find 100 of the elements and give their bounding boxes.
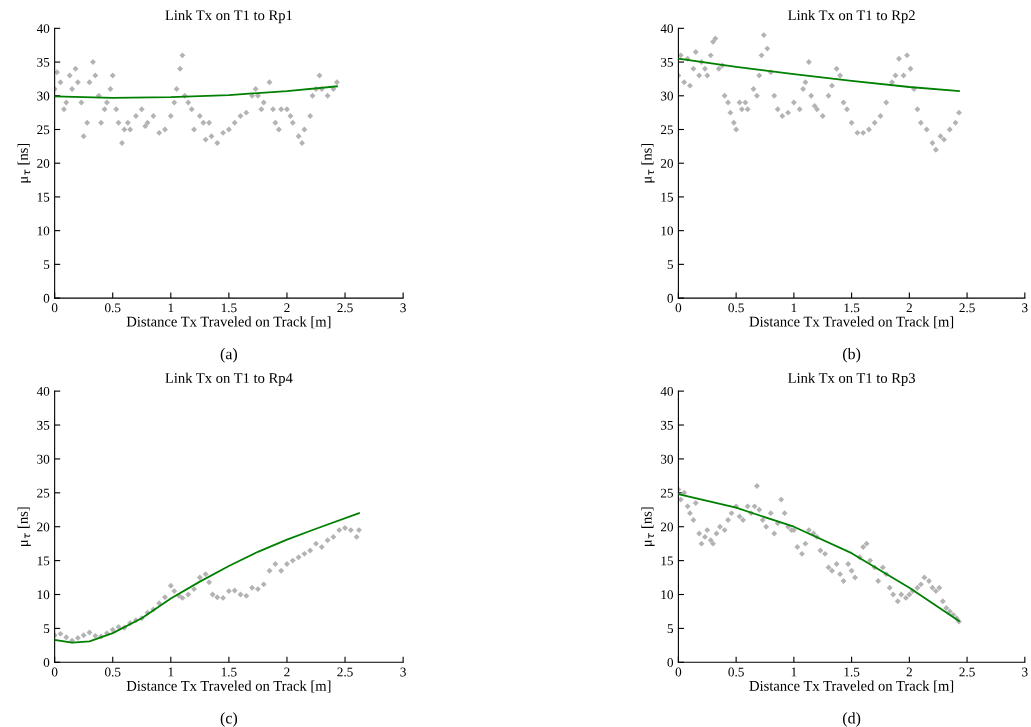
x-tick-label: 1.5 (221, 303, 237, 313)
y-tick-label: 5 (43, 260, 50, 270)
x-tick-label: 0.5 (104, 667, 121, 677)
x-tick-label: 2.5 (959, 667, 975, 677)
point (295, 554, 302, 561)
point (162, 594, 168, 601)
point (167, 582, 174, 589)
point (209, 591, 216, 598)
point (347, 527, 354, 534)
y-tick-label: 35 (660, 420, 674, 430)
y-tick-label: 0 (43, 293, 50, 303)
point (307, 547, 314, 554)
x-axis-title: Distance Tx Traveled on Track [m] (126, 316, 331, 329)
point (214, 594, 221, 601)
x-tick-label: 1 (168, 303, 174, 313)
chart-title: Link Tx on T1 to Rp3 (788, 372, 915, 386)
x-tick-label: 1.5 (844, 303, 860, 313)
y-tick-label: 10 (37, 590, 50, 600)
y-tick-label: 0 (667, 293, 674, 303)
y-tick-label: 20 (37, 159, 50, 168)
y-tick-label: 0 (43, 658, 50, 667)
x-axis-title: Distance Tx Traveled on Track [m] (749, 316, 954, 329)
point (356, 527, 362, 534)
text: (a) (220, 348, 238, 363)
y-axis-title: μ$_{τ}$ [ns] (641, 507, 655, 546)
point (80, 632, 87, 639)
y-tick-label: 25 (660, 125, 674, 135)
point (336, 527, 343, 534)
x-axis-title: Distance Tx Traveled on Track [m] (749, 680, 954, 693)
point (231, 587, 238, 594)
chart-title: Link Tx on T1 to Rp2 (788, 9, 915, 24)
y-tick-label: 0 (667, 658, 674, 667)
x-tick-label: 3 (1022, 303, 1028, 313)
y-tick-label: 40 (660, 24, 674, 34)
point (318, 544, 325, 550)
y-axis-title: μ$_{τ}$ [ns] (17, 143, 31, 183)
chart-title: Link Tx on T1 to Rp4 (165, 372, 293, 386)
x-tick-label: 0.5 (728, 667, 744, 677)
point (278, 567, 285, 574)
x-tick-label: 2.5 (959, 303, 975, 313)
y-axis-title: μ$_{τ}$ [ns] (17, 507, 31, 546)
y-tick-label: 20 (660, 159, 674, 168)
y-tick-label: 35 (37, 57, 50, 67)
point (249, 584, 256, 591)
x-tick-label: 0 (51, 303, 58, 313)
point (353, 533, 360, 540)
y-tick-label: 15 (37, 556, 50, 566)
y-tick-label: 30 (37, 91, 50, 101)
text: (d) (843, 712, 861, 727)
y-tick-label: 25 (37, 125, 50, 135)
point (185, 591, 192, 598)
x-tick-label: 2 (284, 667, 290, 677)
point (266, 567, 273, 574)
x-tick-label: 2 (284, 303, 290, 313)
y-tick-label: 10 (661, 590, 674, 600)
x-tick-label: 2 (906, 303, 912, 313)
x-tick-label: 0.5 (104, 303, 121, 313)
point (272, 561, 279, 567)
y-tick-label: 30 (37, 454, 50, 464)
point (301, 550, 308, 557)
y-tick-label: 40 (36, 386, 50, 396)
point (92, 632, 99, 639)
y-tick-label: 15 (661, 192, 674, 202)
x-tick-label: 2 (906, 667, 912, 677)
y-tick-label: 40 (36, 24, 50, 34)
y-tick-label: 25 (660, 488, 674, 498)
y-tick-label: 15 (37, 192, 50, 202)
x-tick-label: 2.5 (337, 303, 353, 313)
y-axis-title: μ$_{τ}$ [ns] (641, 143, 655, 183)
x-tick-label: 3 (400, 667, 406, 677)
point (206, 579, 213, 586)
y-tick-label: 20 (660, 522, 674, 532)
y-tick-label: 30 (660, 454, 674, 464)
point (171, 588, 178, 595)
x-tick-label: 2.5 (337, 667, 353, 677)
x-tick-label: 0 (675, 303, 682, 313)
point (289, 557, 296, 564)
x-tick-label: 3 (400, 303, 406, 313)
point (57, 630, 64, 637)
y-tick-label: 10 (37, 226, 50, 236)
y-tick-label: 30 (660, 91, 674, 101)
y-tick-label: 35 (660, 57, 674, 67)
y-tick-label: 5 (43, 624, 50, 634)
x-tick-label: 1 (791, 667, 797, 677)
text: (b) (843, 348, 861, 363)
x-tick-label: 1 (168, 667, 174, 677)
x-tick-label: 1.5 (844, 667, 860, 677)
y-tick-label: 5 (667, 260, 674, 270)
point (330, 533, 337, 540)
y-tick-label: 35 (37, 420, 50, 430)
point (115, 624, 122, 630)
x-axis-title: Distance Tx Traveled on Track [m] (126, 680, 331, 693)
point (324, 537, 331, 544)
chart-title: Link Tx on T1 to Rp1 (165, 9, 292, 24)
point (313, 540, 319, 547)
x-tick-label: 0 (51, 667, 58, 677)
y-tick-label: 25 (37, 488, 50, 498)
text: (c) (220, 712, 238, 727)
x-tick-label: 1.5 (221, 667, 237, 677)
y-tick-label: 5 (667, 624, 674, 634)
